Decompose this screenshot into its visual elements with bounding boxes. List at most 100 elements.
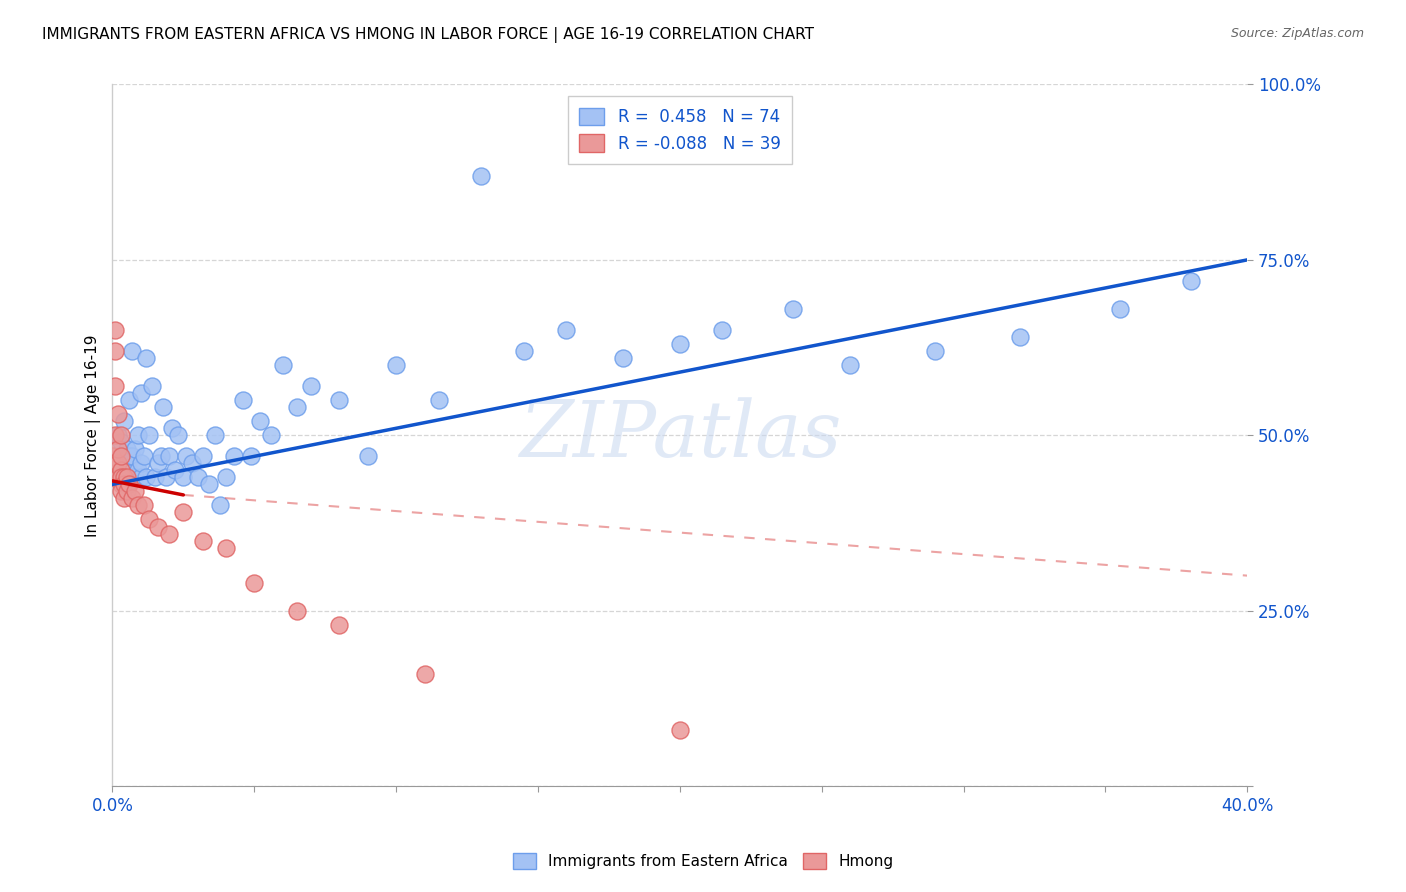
Point	[112, 491, 135, 506]
Point	[328, 617, 350, 632]
Point	[209, 499, 232, 513]
Point	[110, 484, 132, 499]
Point	[357, 450, 380, 464]
Point	[107, 456, 129, 470]
Point	[104, 463, 127, 477]
Point	[782, 301, 804, 316]
Point	[104, 456, 127, 470]
Point	[107, 428, 129, 442]
Point	[104, 470, 127, 484]
Point	[110, 463, 132, 477]
Point	[121, 344, 143, 359]
Point	[839, 358, 862, 372]
Point	[107, 442, 129, 457]
Point	[121, 470, 143, 484]
Point	[115, 456, 138, 470]
Point	[299, 379, 322, 393]
Text: IMMIGRANTS FROM EASTERN AFRICA VS HMONG IN LABOR FORCE | AGE 16-19 CORRELATION C: IMMIGRANTS FROM EASTERN AFRICA VS HMONG …	[42, 27, 814, 43]
Point	[121, 491, 143, 506]
Point	[124, 470, 146, 484]
Point	[249, 414, 271, 428]
Y-axis label: In Labor Force | Age 16-19: In Labor Force | Age 16-19	[86, 334, 101, 537]
Point	[135, 351, 157, 365]
Point	[1180, 274, 1202, 288]
Point	[193, 450, 215, 464]
Point	[110, 456, 132, 470]
Point	[172, 506, 194, 520]
Point	[115, 470, 138, 484]
Point	[127, 499, 149, 513]
Point	[232, 393, 254, 408]
Point	[129, 456, 152, 470]
Point	[215, 541, 238, 555]
Point	[132, 499, 155, 513]
Point	[1010, 330, 1032, 344]
Point	[104, 450, 127, 464]
Point	[104, 323, 127, 337]
Point	[243, 575, 266, 590]
Point	[669, 723, 692, 737]
Point	[115, 484, 138, 499]
Point	[110, 450, 132, 464]
Point	[101, 470, 124, 484]
Text: Source: ZipAtlas.com: Source: ZipAtlas.com	[1230, 27, 1364, 40]
Point	[112, 477, 135, 491]
Point	[129, 470, 152, 484]
Point	[118, 450, 141, 464]
Point	[118, 393, 141, 408]
Point	[110, 435, 132, 450]
Point	[132, 450, 155, 464]
Point	[1108, 301, 1130, 316]
Point	[112, 456, 135, 470]
Point	[112, 414, 135, 428]
Point	[285, 401, 308, 415]
Point	[112, 470, 135, 484]
Point	[193, 533, 215, 548]
Point	[115, 442, 138, 457]
Point	[107, 407, 129, 421]
Legend: Immigrants from Eastern Africa, Hmong: Immigrants from Eastern Africa, Hmong	[506, 847, 900, 875]
Point	[110, 428, 132, 442]
Point	[118, 477, 141, 491]
Point	[163, 463, 186, 477]
Point	[198, 477, 221, 491]
Point	[104, 344, 127, 359]
Point	[513, 344, 536, 359]
Point	[124, 442, 146, 457]
Point	[555, 323, 578, 337]
Point	[146, 519, 169, 533]
Point	[138, 512, 160, 526]
Point	[157, 526, 180, 541]
Point	[127, 428, 149, 442]
Point	[204, 428, 226, 442]
Point	[224, 450, 246, 464]
Point	[107, 470, 129, 484]
Point	[470, 169, 492, 183]
Point	[413, 666, 436, 681]
Point	[107, 470, 129, 484]
Point	[186, 470, 208, 484]
Point	[110, 470, 132, 484]
Point	[127, 463, 149, 477]
Point	[101, 450, 124, 464]
Legend: R =  0.458   N = 74, R = -0.088   N = 39: R = 0.458 N = 74, R = -0.088 N = 39	[568, 96, 792, 164]
Point	[129, 386, 152, 401]
Point	[271, 358, 294, 372]
Point	[160, 421, 183, 435]
Point	[215, 470, 238, 484]
Point	[174, 450, 197, 464]
Point	[138, 428, 160, 442]
Point	[385, 358, 408, 372]
Point	[112, 470, 135, 484]
Point	[104, 428, 127, 442]
Point	[107, 456, 129, 470]
Point	[155, 470, 177, 484]
Point	[711, 323, 734, 337]
Point	[141, 379, 163, 393]
Point	[240, 450, 263, 464]
Point	[180, 456, 202, 470]
Point	[135, 470, 157, 484]
Point	[157, 450, 180, 464]
Point	[115, 477, 138, 491]
Point	[149, 450, 172, 464]
